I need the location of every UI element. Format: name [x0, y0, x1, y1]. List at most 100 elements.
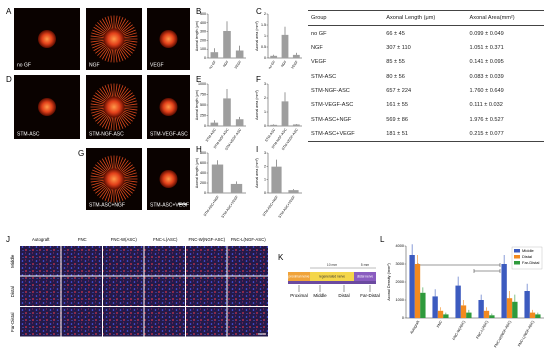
- neurosphere: [159, 30, 178, 48]
- diagram: proximal nerve regenerated nerve distal …: [288, 263, 380, 298]
- panel-label: A: [6, 7, 12, 16]
- bar: [489, 315, 495, 318]
- y-axis-label: Axonal length (μm): [195, 158, 199, 188]
- y-tick-label: 3000: [396, 262, 404, 266]
- header-cell: Axonal Length (μm): [386, 15, 436, 22]
- micrograph: [103, 307, 144, 337]
- length-label: 10 mm: [327, 263, 338, 267]
- table-row: STM-ASC+VEGF 181 ± 51 0.215 ± 0.077: [308, 127, 544, 142]
- y-axis-label: Axonal area (mm²): [255, 90, 259, 120]
- table-cell: 307 ± 110: [386, 44, 411, 51]
- table-cell: STM-VEGF-ASC: [311, 102, 354, 109]
- y-tick-label: 3: [264, 151, 266, 155]
- panel-label: C: [256, 7, 262, 16]
- legend-swatch: [514, 261, 520, 265]
- image-label: STM-VEGF-ASC: [150, 131, 188, 137]
- neurosphere: [103, 96, 125, 118]
- y-tick-label: 600: [200, 161, 206, 165]
- bar: [223, 30, 231, 58]
- image-label: STM-ASC+VEGF: [150, 202, 189, 208]
- y-tick-label: 1000: [198, 82, 206, 86]
- bar: [478, 300, 484, 318]
- y-tick-label: 400: [200, 171, 206, 175]
- x-tick-label: FNC-L(NGF-ASC): [517, 320, 535, 347]
- bar: [512, 301, 518, 318]
- table-row: no GF 66 ± 45 0.099 ± 0.049: [308, 26, 544, 41]
- table-cell: 80 ± 56: [386, 73, 405, 80]
- y-tick-label: 250: [200, 113, 206, 117]
- bar: [281, 101, 289, 126]
- panel-label: D: [6, 75, 12, 84]
- x-tick-label: VEGF: [290, 60, 299, 70]
- table-cell: 1.760 ± 0.649: [469, 88, 504, 95]
- panel-label: F: [256, 75, 261, 84]
- table-cell: 85 ± 55: [386, 59, 405, 66]
- y-tick-label: 200: [200, 38, 206, 42]
- column-label: Autograft: [32, 237, 50, 242]
- y-tick-label: 4000: [396, 244, 404, 248]
- x-tick-label: VEGF: [234, 60, 243, 70]
- micrograph: [20, 246, 61, 276]
- micrograph: [103, 276, 144, 306]
- bar: [437, 310, 444, 318]
- y-tick-label: 0: [264, 191, 266, 195]
- table-cell: 0.083 ± 0.039: [469, 73, 504, 80]
- table-row: STM-NGF-ASC 657 ± 224 1.760 ± 0.649: [308, 84, 544, 98]
- results-table: Group Axonal Length (μm) Axonal Area(mm²) n…: [308, 10, 544, 142]
- column-label: FNC: [78, 237, 87, 242]
- row-label: Far-Distal: [10, 312, 15, 332]
- table-cell: 657 ± 224: [386, 88, 412, 95]
- bar: [460, 305, 467, 318]
- comparison-brackets: [417, 263, 501, 273]
- bar: [235, 50, 244, 58]
- x-tick-label: FNC-W(NGF-ASC): [493, 320, 512, 348]
- micrograph: [20, 276, 61, 306]
- table-cell: VEGF: [311, 59, 327, 66]
- micrograph: [186, 276, 227, 306]
- y-tick-label: 100: [200, 47, 206, 51]
- y-tick-label: 0: [204, 191, 206, 195]
- micrograph: [186, 246, 227, 276]
- micrograph: [61, 307, 102, 337]
- micrograph: [227, 246, 268, 276]
- x-tick-label: STM-ASC+VEGF: [221, 195, 239, 219]
- y-tick-label: 0: [264, 124, 266, 128]
- site-arrows: [298, 285, 371, 292]
- y-tick-label: 400: [200, 21, 206, 25]
- table-cell: STM-ASC+NGF: [311, 116, 352, 123]
- bar: [223, 98, 231, 126]
- segment: [310, 272, 354, 281]
- micrograph: [227, 276, 268, 306]
- header-row: Group Axonal Length (μm) Axonal Area(mm²): [308, 10, 544, 26]
- bar: [235, 119, 244, 126]
- table-cell: 181 ± 51: [386, 131, 409, 138]
- bar: [270, 55, 278, 58]
- bar: [501, 264, 507, 318]
- micrograph: [227, 307, 268, 337]
- y-tick-label: 2: [264, 96, 266, 100]
- x-tick-label: STM-ASC+NGF: [262, 195, 279, 217]
- legend-label: Far-Distal: [522, 260, 539, 265]
- site-label: Distal: [338, 293, 349, 298]
- x-tick-label: no GF: [208, 60, 217, 70]
- table-row: VEGF 85 ± 55 0.141 ± 0.095: [308, 55, 544, 69]
- x-tick-label: STM-ASC: [205, 127, 217, 142]
- legend-label: Middle: [522, 248, 535, 253]
- x-tick-label: no GF: [268, 60, 277, 70]
- image-label: NGF: [89, 62, 100, 68]
- bar: [210, 122, 219, 126]
- y-tick-label: 1: [264, 34, 266, 38]
- y-tick-label: 200: [200, 181, 206, 185]
- x-tick-label: Autograft: [409, 320, 420, 335]
- site-label: Proximal: [290, 293, 308, 298]
- site-label: Middle: [313, 293, 327, 298]
- micrograph: [61, 246, 102, 276]
- y-tick-label: 2: [264, 164, 266, 168]
- x-tick-label: STM-ASC+NGF: [203, 195, 220, 217]
- y-tick-label: 800: [200, 151, 206, 155]
- legend-label: Distal: [522, 254, 532, 259]
- x-tick-label: FNC-L(ASC): [476, 320, 490, 340]
- micrograph: [144, 246, 185, 276]
- y-tick-label: 2000: [396, 280, 404, 284]
